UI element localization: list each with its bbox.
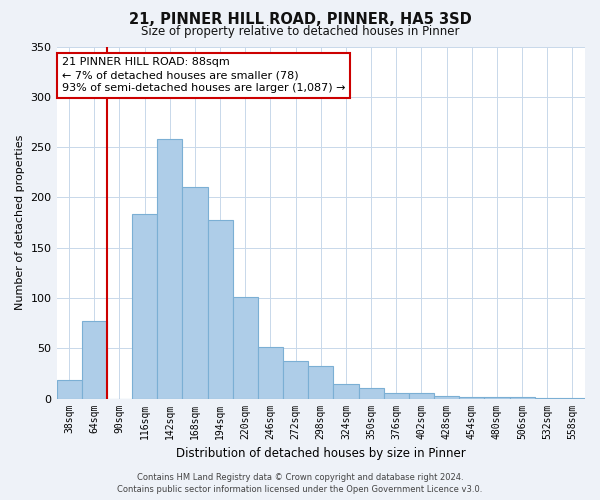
Bar (208, 220, 233, 398)
X-axis label: Distribution of detached houses by size in Pinner: Distribution of detached houses by size … (176, 447, 466, 460)
Text: 21 PINNER HILL ROAD: 88sqm
← 7% of detached houses are smaller (78)
93% of semi-: 21 PINNER HILL ROAD: 88sqm ← 7% of detac… (62, 57, 346, 94)
Bar (82, 321, 107, 398)
Bar (233, 297, 258, 398)
Bar (484, 396, 509, 398)
Text: 21, PINNER HILL ROAD, PINNER, HA5 3SD: 21, PINNER HILL ROAD, PINNER, HA5 3SD (128, 12, 472, 28)
Bar (182, 188, 208, 398)
Bar (434, 396, 459, 398)
Bar (132, 214, 157, 398)
Y-axis label: Number of detached properties: Number of detached properties (15, 135, 25, 310)
Bar (334, 384, 359, 398)
Bar (359, 388, 383, 398)
Bar (157, 139, 182, 398)
Bar (283, 362, 308, 399)
Bar (383, 392, 409, 398)
Bar (509, 396, 535, 398)
Bar (459, 396, 484, 398)
Bar (258, 348, 283, 399)
Bar (56, 380, 82, 398)
Bar (409, 392, 434, 398)
Text: Contains HM Land Registry data © Crown copyright and database right 2024.
Contai: Contains HM Land Registry data © Crown c… (118, 472, 482, 494)
Text: Size of property relative to detached houses in Pinner: Size of property relative to detached ho… (141, 25, 459, 38)
Bar (308, 366, 334, 398)
